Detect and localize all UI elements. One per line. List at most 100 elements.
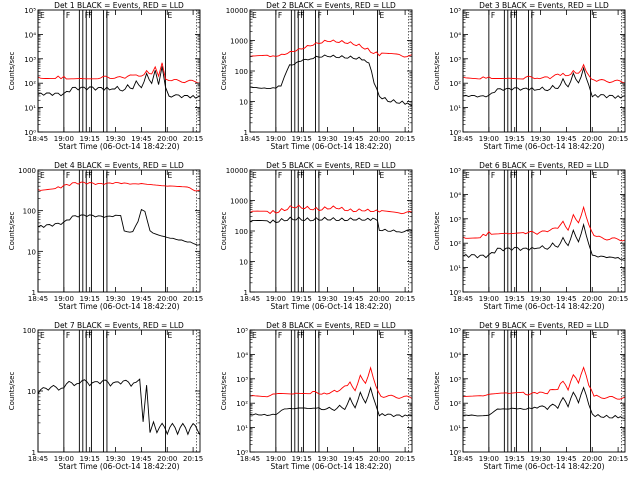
y-tick-label: 10³ [24, 56, 36, 64]
series-line-lld [37, 62, 201, 84]
marker-label: F [66, 331, 70, 340]
panel-title: Det 7 BLACK = Events, RED = LLD [54, 321, 184, 330]
x-tick-label: 18:45 [240, 455, 260, 463]
marker-label: F [300, 171, 304, 180]
y-tick-label: 10² [449, 80, 461, 88]
x-tick-label: 19:00 [266, 455, 286, 463]
x-tick-label: 19:30 [530, 455, 550, 463]
y-tick-label: 1 [32, 289, 36, 297]
y-tick-label: 1 [244, 129, 248, 137]
series-line-lld [462, 63, 626, 84]
x-tick-label: 19:00 [479, 135, 499, 143]
x-tick-label: 18:45 [453, 455, 473, 463]
marker-label: E [40, 331, 45, 340]
marker-label: F [317, 11, 321, 20]
x-axis-label: Start Time (06-Oct-14 18:42:20) [270, 462, 391, 471]
x-tick-label: 20:15 [608, 455, 628, 463]
series-line-events [37, 66, 201, 99]
y-tick-label: 10⁴ [449, 191, 461, 199]
x-tick-label: 19:15 [505, 295, 525, 303]
series-line-events [462, 386, 626, 419]
y-axis-label: Counts/sec [8, 212, 16, 251]
marker-label: F [491, 171, 495, 180]
y-axis-label: Counts/sec [8, 52, 16, 91]
marker-label: F [278, 331, 282, 340]
series-line-lld [463, 366, 626, 400]
marker-label: E [40, 171, 45, 180]
x-tick-label: 20:00 [369, 295, 389, 303]
series-line-events [249, 54, 413, 107]
y-axis-label: Counts/sec [433, 372, 441, 411]
x-tick-label: 19:15 [505, 455, 525, 463]
y-tick-label: 10000 [226, 7, 248, 15]
x-axis-label: Start Time (06-Oct-14 18:42:20) [483, 142, 604, 151]
x-tick-label: 19:45 [343, 295, 363, 303]
x-tick-label: 19:45 [343, 455, 363, 463]
marker-label: E [168, 11, 173, 20]
marker-label: F [513, 331, 517, 340]
marker-label: E [593, 331, 598, 340]
x-tick-label: 19:45 [556, 455, 576, 463]
marker-label: F [297, 171, 301, 180]
x-tick-label: 19:15 [505, 135, 525, 143]
plot-frame [37, 9, 201, 133]
y-axis-label: Counts/sec [433, 52, 441, 91]
marker-label: F [85, 171, 89, 180]
y-tick-label: 100 [235, 68, 248, 76]
x-tick-label: 19:45 [556, 295, 576, 303]
marker-label: F [88, 171, 92, 180]
x-tick-label: 20:00 [157, 455, 177, 463]
marker-label: E [465, 331, 470, 340]
marker-label: F [85, 331, 89, 340]
marker-label: F [278, 11, 282, 20]
y-tick-label: 10⁰ [24, 129, 36, 137]
y-tick-label: 1000 [230, 198, 248, 206]
x-tick-label: 19:00 [479, 455, 499, 463]
x-tick-label: 20:15 [183, 295, 203, 303]
x-tick-label: 18:45 [28, 295, 48, 303]
x-tick-label: 19:15 [292, 295, 312, 303]
panel-title: Det 8 BLACK = Events, RED = LLD [266, 321, 396, 330]
panel-title: Det 4 BLACK = Events, RED = LLD [54, 161, 184, 170]
x-axis-label: Start Time (06-Oct-14 18:42:20) [270, 302, 391, 311]
x-tick-label: 19:00 [54, 455, 74, 463]
x-tick-label: 18:45 [240, 295, 260, 303]
y-tick-label: 10⁰ [449, 129, 461, 137]
y-tick-label: 10⁰ [236, 449, 248, 457]
plot-frame [37, 169, 201, 293]
marker-label: F [88, 11, 92, 20]
x-axis-label: Start Time (06-Oct-14 18:42:20) [58, 142, 179, 151]
x-tick-label: 19:30 [105, 295, 125, 303]
y-tick-label: 10 [239, 99, 248, 107]
y-tick-label: 10⁰ [449, 449, 461, 457]
x-tick-label: 19:45 [556, 135, 576, 143]
marker-label: E [252, 171, 257, 180]
y-tick-label: 10⁵ [24, 7, 36, 15]
x-tick-label: 19:45 [343, 135, 363, 143]
series-line-lld [249, 366, 413, 399]
y-tick-label: 1000 [18, 167, 36, 175]
series-line-lld [462, 205, 626, 242]
y-axis-label: Counts/sec [8, 372, 16, 411]
x-tick-label: 20:00 [157, 135, 177, 143]
y-tick-label: 1 [244, 289, 248, 297]
x-tick-label: 19:45 [131, 135, 151, 143]
marker-label: E [380, 171, 385, 180]
y-tick-label: 10⁴ [449, 31, 461, 39]
y-tick-label: 10⁴ [236, 351, 248, 359]
series-line-lld [249, 204, 413, 215]
series-line-events [462, 66, 626, 99]
marker-label: F [300, 11, 304, 20]
y-tick-label: 10 [239, 259, 248, 267]
x-tick-label: 19:30 [317, 295, 337, 303]
y-tick-label: 10¹ [449, 425, 461, 433]
y-tick-label: 100 [235, 228, 248, 236]
x-axis-label: Start Time (06-Oct-14 18:42:20) [58, 462, 179, 471]
x-tick-label: 18:45 [453, 295, 473, 303]
